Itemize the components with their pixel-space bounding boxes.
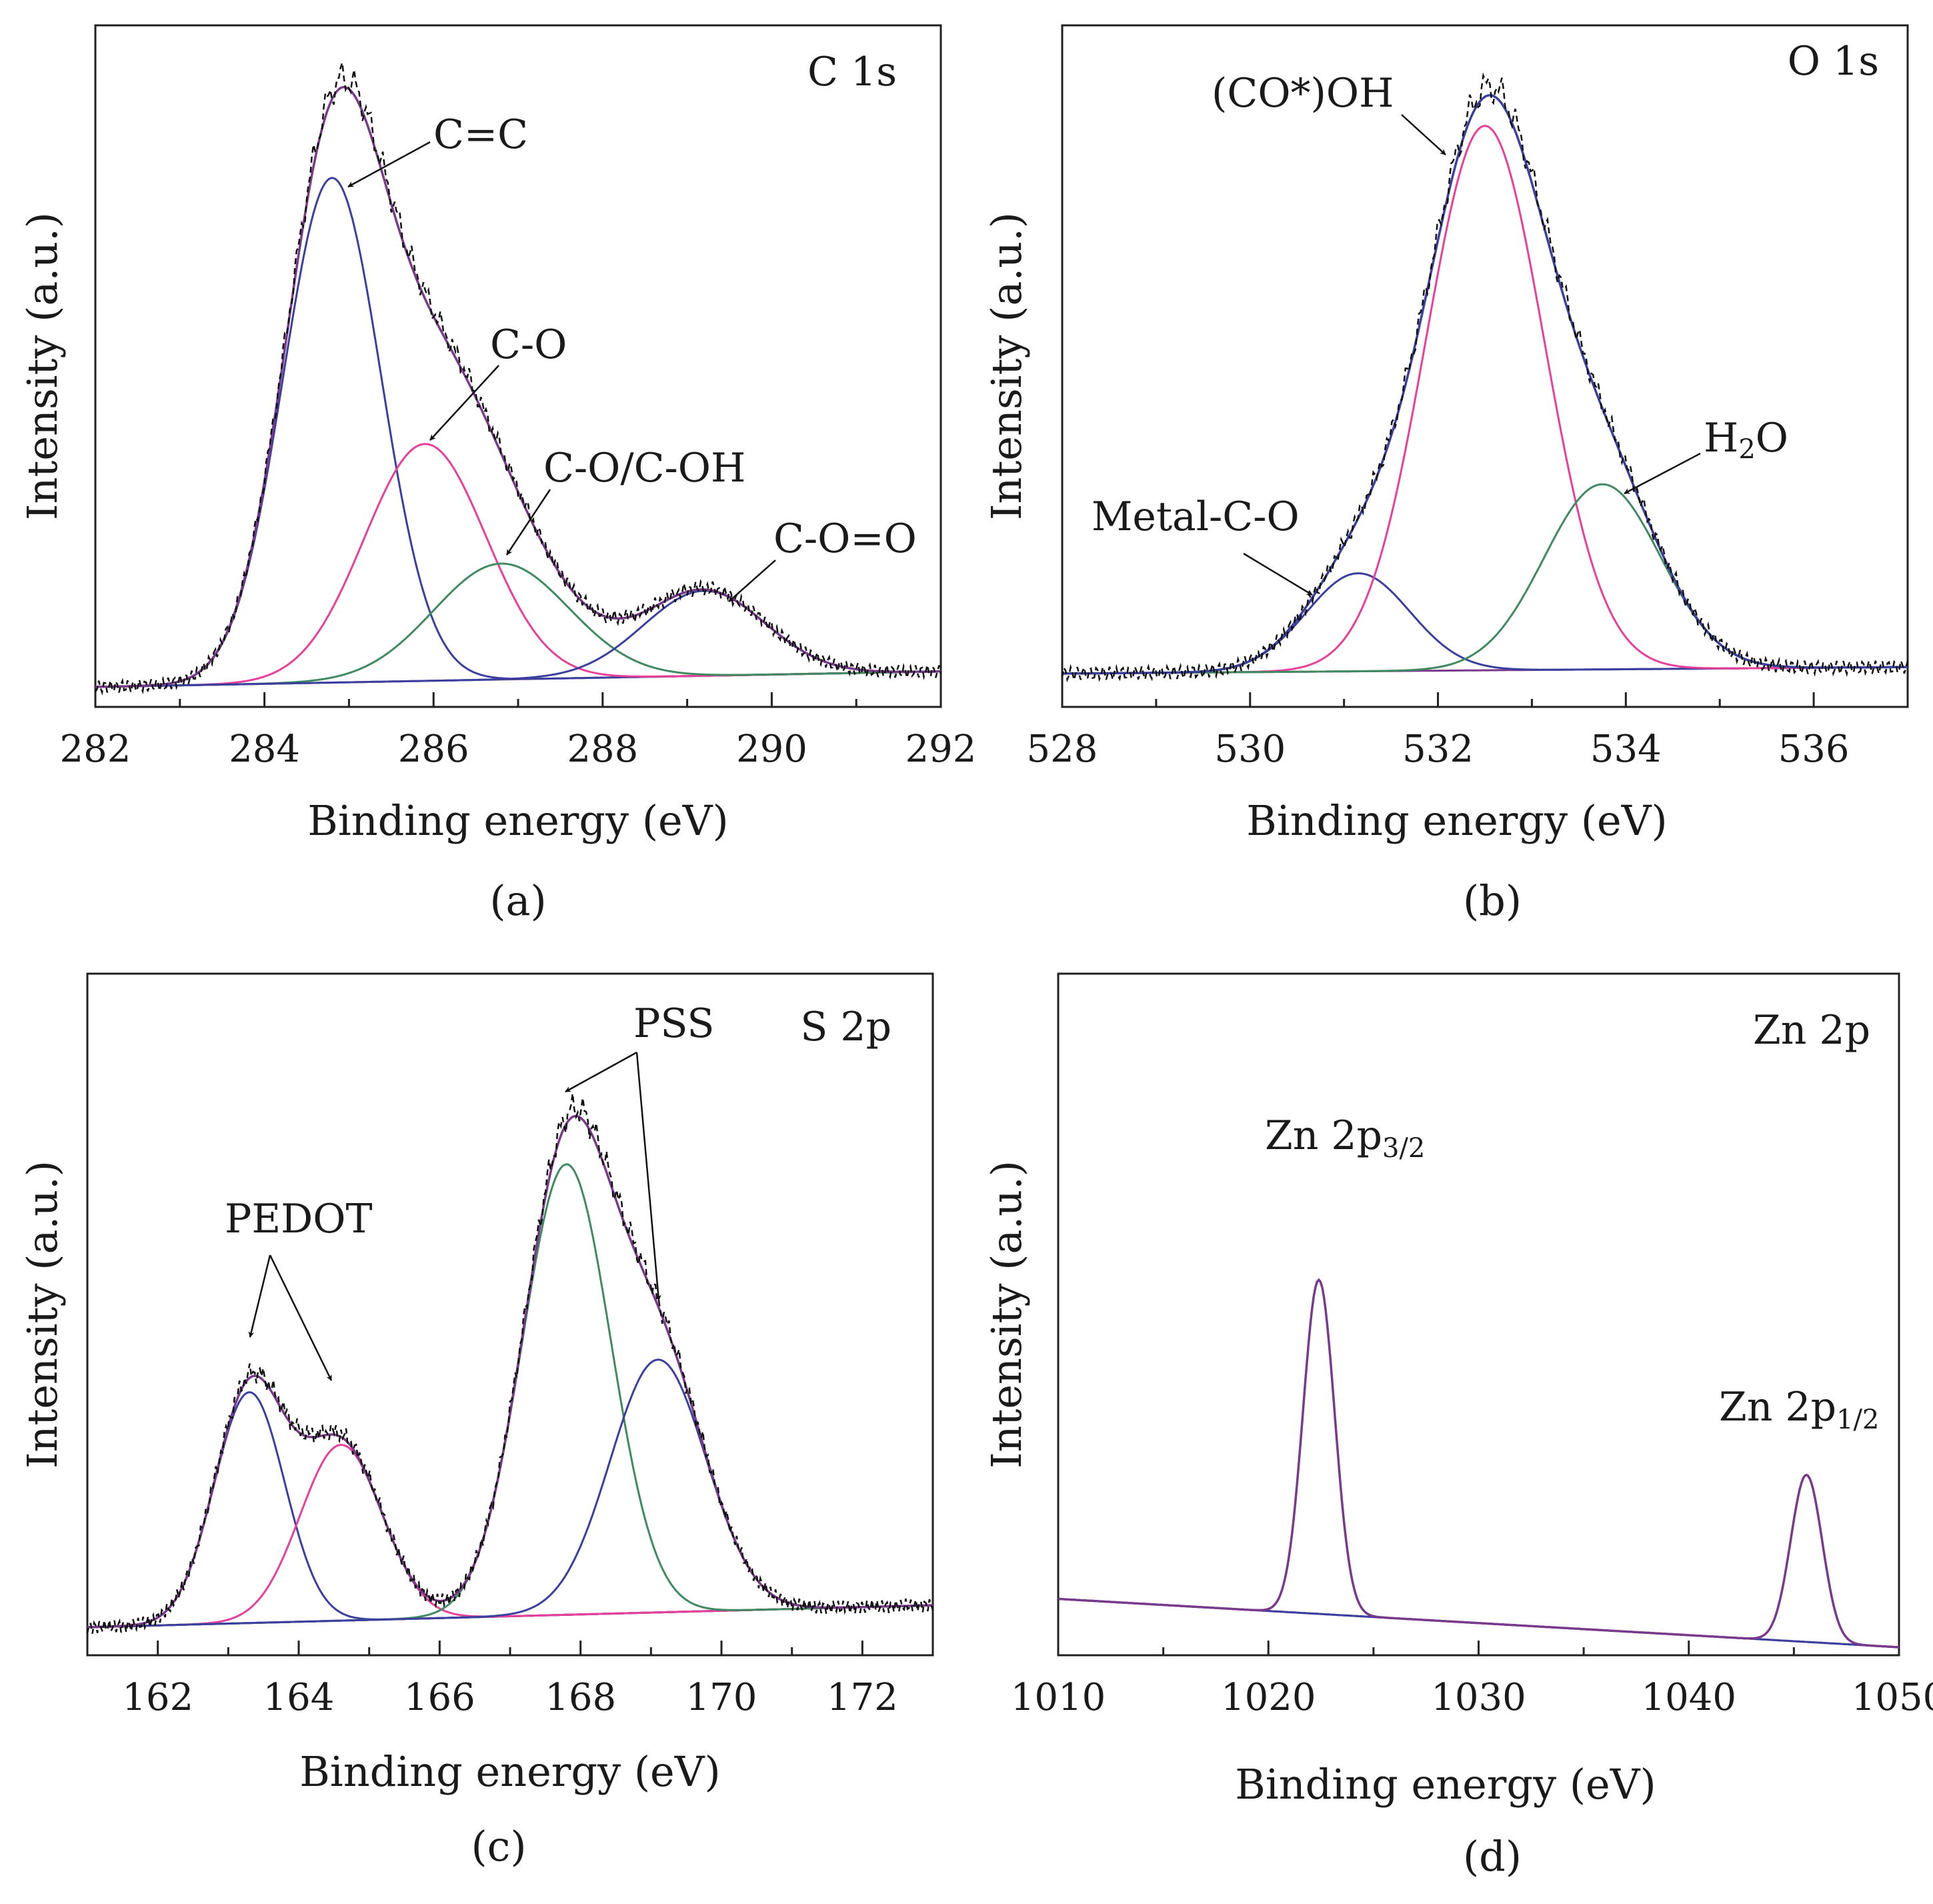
x-tick-label: 170 <box>686 1676 757 1719</box>
fit-envelope <box>1062 94 1908 675</box>
panel-b-xlabel: Binding energy (eV) <box>1246 796 1667 845</box>
panel-c: 162 164 166 168 170 172 S 2p Intensity (a.u.)… <box>18 972 934 1871</box>
component-peak <box>1062 572 1908 675</box>
panel-a-label: (a) <box>489 876 546 925</box>
x-tick-label: 168 <box>545 1676 616 1719</box>
panel-b-ylabel: Intensity (a.u.) <box>982 212 1031 520</box>
panel-c-curves <box>86 1093 934 1635</box>
annot-a-coo: C-O=O <box>773 516 917 562</box>
arrow-c-pedot-1 <box>248 1254 271 1338</box>
panel-d-label: (d) <box>1463 1832 1522 1881</box>
annot-a-co: C-O <box>490 321 567 368</box>
x-tick-label: 284 <box>229 728 300 771</box>
arrow-c-pss-2 <box>635 1052 661 1301</box>
panel-d-frame <box>1057 972 1900 1657</box>
panel-d-corner-label: Zn 2p <box>1753 1007 1870 1054</box>
raw-data-line <box>1061 72 1909 683</box>
x-tick-label: 1040 <box>1641 1676 1736 1719</box>
arrow-a-cooh <box>505 489 551 556</box>
annot-b-metal: Metal-C-O <box>1092 494 1300 540</box>
x-tick-label: 1020 <box>1221 1676 1316 1719</box>
panel-c-label: (c) <box>471 1822 526 1871</box>
annot-c-pss: PSS <box>633 1000 715 1047</box>
annot-b-cooh: (CO*)OH <box>1212 70 1394 117</box>
panel-a: 282 284 286 288 290 292 C 1s Intensity (a.u.)… <box>18 24 977 925</box>
panel-b-curves <box>1061 72 1909 683</box>
panel-a-curves <box>94 62 942 696</box>
x-tick-label: 532 <box>1402 728 1474 771</box>
arrow-a-co <box>429 365 499 441</box>
panel-c-ylabel: Intensity (a.u.) <box>18 1160 67 1469</box>
panel-a-ylabel: Intensity (a.u.) <box>18 212 67 520</box>
x-tick-label: 166 <box>404 1676 475 1719</box>
x-tick-label: 290 <box>736 728 807 771</box>
annot-c-pedot: PEDOT <box>225 1196 372 1242</box>
fit-envelope <box>1058 1278 1900 1649</box>
fit-envelope <box>95 85 941 688</box>
panel-a-corner-label: C 1s <box>807 49 897 95</box>
x-tick-label: 292 <box>905 728 977 771</box>
arrow-b-h2o <box>1624 452 1701 495</box>
panel-b-label: (b) <box>1463 876 1522 925</box>
panel-d-ylabel: Intensity (a.u.) <box>982 1160 1031 1469</box>
annot-a-cc: C=C <box>433 111 528 158</box>
x-tick-label: 1050 <box>1852 1676 1933 1719</box>
annot-b-h2o: H2O <box>1704 415 1788 465</box>
x-tick-label: 286 <box>398 728 469 771</box>
panel-d: 1010 1020 1030 1040 1050 Zn 2p Intensity (a.… <box>982 972 1933 1881</box>
component-peak <box>95 562 941 688</box>
panel-c-corner-label: S 2p <box>800 1004 891 1050</box>
annot-d-zn12: Zn 2p1/2 <box>1719 1384 1879 1435</box>
panel-b-ticks: 528 530 532 534 536 <box>1027 692 1909 771</box>
panel-c-ticks: 162 164 166 168 170 172 <box>86 1641 934 1719</box>
component-peak <box>87 1391 933 1629</box>
panel-d-curves <box>1058 1278 1900 1649</box>
x-tick-label: 172 <box>827 1676 898 1719</box>
x-tick-label: 282 <box>60 728 131 771</box>
panel-b-corner-label: O 1s <box>1788 38 1879 85</box>
annot-d-zn32: Zn 2p3/2 <box>1265 1112 1425 1164</box>
x-tick-label: 162 <box>122 1676 193 1719</box>
raw-data-line <box>86 1093 934 1635</box>
arrow-a-coo <box>728 560 776 602</box>
component-peak <box>1058 1278 1900 1649</box>
x-tick-label: 1030 <box>1431 1676 1526 1719</box>
component-peak <box>87 1163 933 1629</box>
x-tick-label: 164 <box>263 1676 335 1719</box>
arrow-a-cc <box>347 141 431 188</box>
x-tick-label: 530 <box>1214 728 1286 771</box>
arrow-b-metal <box>1243 552 1313 596</box>
component-peak <box>1062 125 1908 675</box>
component-peak <box>87 1443 933 1629</box>
panel-a-xlabel: Binding energy (eV) <box>307 796 728 845</box>
x-tick-label: 534 <box>1590 728 1662 771</box>
x-tick-label: 288 <box>567 728 638 771</box>
panel-b: 528 530 532 534 536 O 1s Intensity (a.u.) Bi… <box>982 24 1909 925</box>
panel-b-frame <box>1061 24 1909 708</box>
x-tick-label: 1010 <box>1011 1676 1106 1719</box>
annot-a-cooh: C-O/C-OH <box>543 445 745 492</box>
panel-d-xlabel: Binding energy (eV) <box>1235 1760 1656 1809</box>
fit-envelope <box>87 1114 933 1629</box>
panel-c-frame <box>86 972 934 1657</box>
x-tick-label: 536 <box>1778 728 1850 771</box>
x-tick-label: 528 <box>1027 728 1098 771</box>
component-peak <box>87 1358 933 1629</box>
arrow-c-pss-1 <box>565 1051 637 1093</box>
arrow-b-cooh <box>1401 114 1446 155</box>
panel-d-ticks: 1010 1020 1030 1040 1050 <box>1011 1641 1933 1719</box>
panel-c-xlabel: Binding energy (eV) <box>299 1747 720 1796</box>
arrow-c-pedot-2 <box>269 1254 333 1381</box>
component-peak <box>95 177 941 688</box>
component-peak <box>95 443 941 688</box>
panel-a-ticks: 282 284 286 288 290 292 <box>60 692 977 771</box>
raw-data-line <box>94 62 942 696</box>
